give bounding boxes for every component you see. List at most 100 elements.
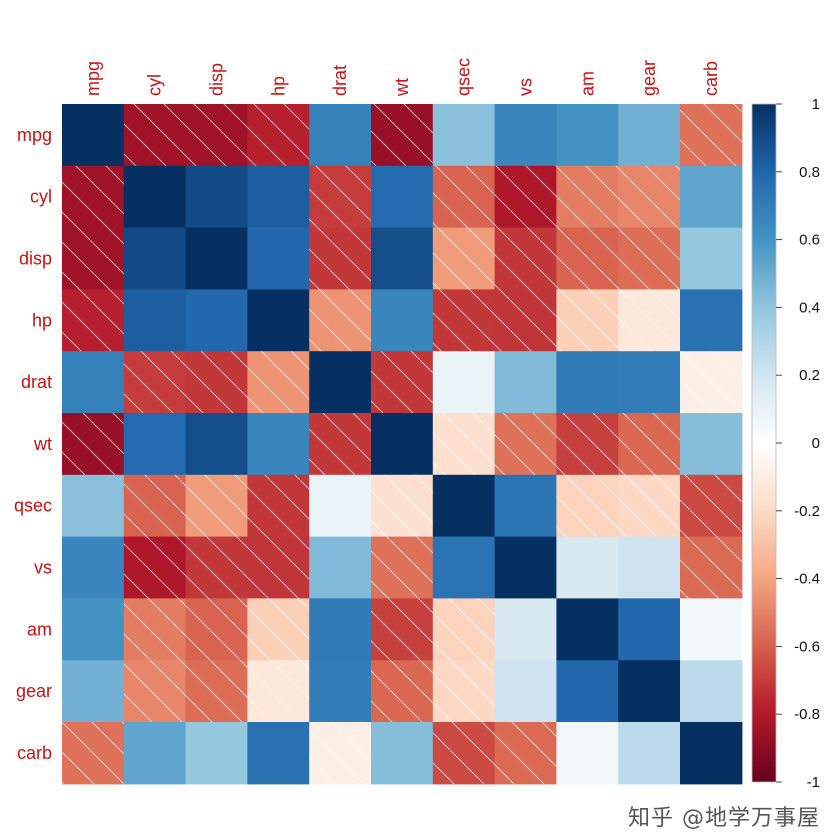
cell-hp-cyl: [123, 289, 187, 352]
cell-hp-carb: [680, 289, 743, 352]
column-labels: mpg cyl disp hp drat wt qsec vs am gear carb: [83, 58, 721, 97]
hatch-am-wt: [371, 598, 433, 661]
cell-drat-mpg: [62, 351, 125, 414]
row-label-wt: wt: [33, 434, 52, 454]
colorbar-tick-label: 0.8: [799, 164, 820, 181]
hatch-hp-vs: [494, 289, 557, 352]
cell-gear-am: [556, 660, 619, 723]
hatch-gear-hp: [247, 660, 310, 722]
column-label-carb: carb: [701, 61, 721, 96]
column-label-gear: gear: [639, 60, 659, 96]
cell-mpg-am: [556, 104, 619, 167]
cell-drat-gear: [618, 351, 681, 414]
hatch-carb-mpg: [62, 722, 124, 784]
cell-cyl-disp: [185, 165, 248, 229]
hatch-cyl-drat: [309, 165, 371, 228]
hatch-am-cyl: [123, 598, 186, 661]
hatch-gear-wt: [371, 660, 433, 722]
cell-drat-vs: [494, 351, 557, 414]
hatch-am-qsec: [432, 598, 495, 661]
cell-disp-wt: [371, 227, 434, 290]
hatch-cyl-mpg: [62, 165, 124, 228]
cell-am-gear: [618, 598, 681, 661]
hatch-qsec-cyl: [123, 474, 186, 537]
cell-qsec-mpg: [62, 474, 125, 538]
hatch-disp-gear: [618, 227, 680, 290]
cell-gear-mpg: [62, 660, 125, 723]
row-label-drat: drat: [21, 372, 52, 392]
column-label-vs: vs: [516, 78, 536, 96]
cell-mpg-drat: [309, 104, 372, 167]
cell-vs-am: [556, 536, 619, 599]
hatch-wt-vs: [494, 413, 557, 475]
cell-carb-gear: [618, 722, 681, 785]
hatch-vs-disp: [185, 536, 248, 599]
row-label-vs: vs: [34, 558, 52, 578]
cell-qsec-qsec: [432, 474, 496, 538]
hatch-vs-carb: [680, 536, 742, 599]
hatch-carb-vs: [494, 722, 557, 784]
hatch-wt-gear: [618, 413, 680, 475]
hatch-mpg-cyl: [123, 104, 186, 166]
cell-wt-disp: [185, 413, 248, 476]
cell-vs-drat: [309, 536, 372, 599]
cell-wt-cyl: [123, 413, 187, 476]
hatch-carb-drat: [309, 722, 371, 784]
hatch-drat-carb: [680, 351, 742, 413]
hatch-gear-qsec: [432, 660, 495, 722]
colorbar-tick-label: -0.6: [794, 638, 820, 655]
hatch-am-disp: [185, 598, 248, 661]
colorbar-tick-label: 0.4: [799, 299, 820, 316]
colorbar-tick-label: 0.2: [799, 367, 820, 384]
column-label-qsec: qsec: [454, 58, 474, 96]
hatch-vs-hp: [247, 536, 310, 599]
hatch-wt-drat: [309, 413, 371, 475]
hatch-qsec-wt: [371, 474, 433, 537]
cell-disp-hp: [247, 227, 310, 290]
cell-qsec-drat: [309, 474, 372, 538]
cell-am-vs: [494, 598, 557, 661]
cell-qsec-vs: [494, 474, 557, 538]
column-label-mpg: mpg: [83, 61, 103, 96]
cell-hp-hp: [247, 289, 310, 352]
hatch-hp-am: [556, 289, 619, 352]
hatch-qsec-disp: [185, 474, 248, 537]
hatch-carb-qsec: [432, 722, 495, 784]
hatch-drat-hp: [247, 351, 310, 413]
colorbar-gradient: [751, 103, 777, 783]
cell-disp-disp: [185, 227, 248, 290]
hatch-hp-mpg: [62, 289, 124, 352]
watermark-text: 知乎 @地学万事屋: [628, 806, 820, 831]
cell-vs-qsec: [432, 536, 496, 599]
colorbar-tick-label: -1: [807, 774, 820, 791]
cell-carb-carb: [680, 722, 743, 785]
cell-am-mpg: [62, 598, 125, 661]
column-label-drat: drat: [330, 65, 350, 96]
cell-carb-disp: [185, 722, 248, 785]
row-labels: mpg cyl disp hp drat wt qsec vs am gear carb: [14, 125, 52, 763]
hatch-disp-mpg: [62, 227, 124, 290]
cell-wt-wt: [371, 413, 434, 476]
column-label-cyl: cyl: [145, 74, 165, 96]
cell-am-am: [556, 598, 619, 661]
hatch-cyl-qsec: [432, 165, 495, 228]
row-label-carb: carb: [17, 743, 52, 763]
cell-drat-drat: [309, 351, 372, 414]
row-label-qsec: qsec: [14, 496, 52, 516]
hatch-mpg-carb: [680, 104, 742, 166]
hatch-wt-am: [556, 413, 619, 475]
hatch-gear-disp: [185, 660, 248, 722]
hatch-drat-disp: [185, 351, 248, 413]
cell-cyl-carb: [680, 165, 743, 229]
hatch-qsec-hp: [247, 474, 310, 537]
cell-hp-wt: [371, 289, 434, 352]
hatch-cyl-am: [556, 165, 619, 228]
column-label-hp: hp: [268, 76, 288, 96]
colorbar-tick-label: 0: [812, 435, 820, 452]
cell-carb-cyl: [123, 722, 187, 785]
column-label-am: am: [577, 71, 597, 96]
hatch-drat-wt: [371, 351, 433, 413]
cell-vs-gear: [618, 536, 681, 599]
hatch-overlays: [62, 104, 742, 784]
